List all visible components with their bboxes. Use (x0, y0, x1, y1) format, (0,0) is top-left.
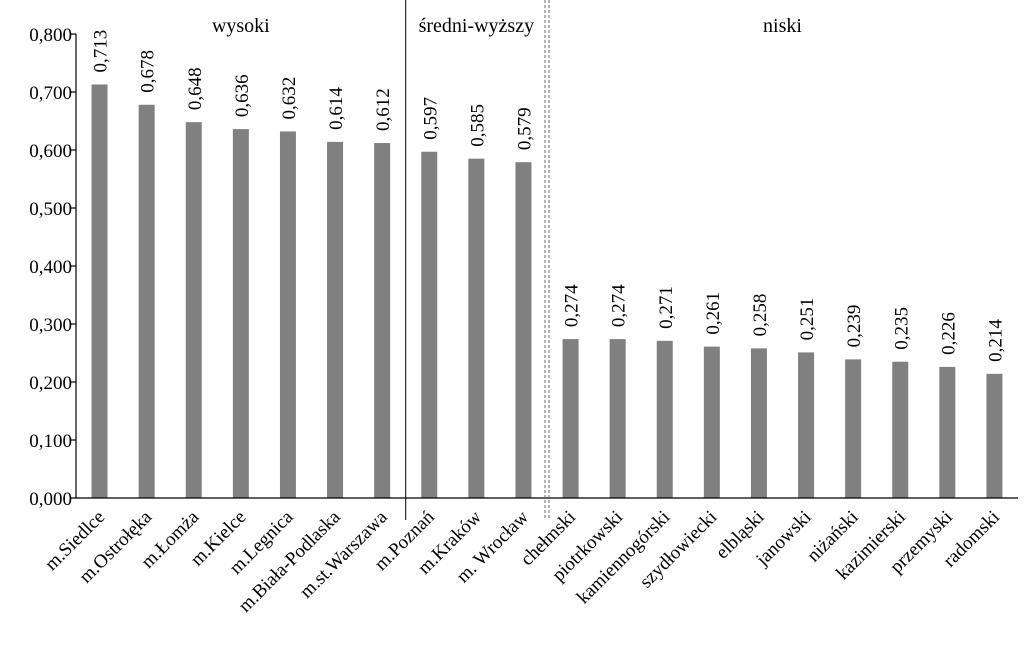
bar (374, 143, 391, 499)
value-label: 0,713 (91, 30, 112, 73)
bar (279, 131, 296, 498)
group-labels: wysoki średni-wyższy niski (212, 15, 802, 37)
bar (609, 339, 626, 498)
group-label: wysoki (212, 15, 270, 37)
value-label: 0,274 (562, 284, 583, 327)
value-label: 0,678 (138, 50, 159, 93)
value-label: 0,579 (514, 107, 535, 150)
value-label: 0,239 (844, 305, 865, 348)
y-tick-label: 0,500 (29, 199, 72, 220)
value-label: 0,648 (185, 67, 206, 110)
value-label: 0,612 (373, 88, 394, 131)
y-tick-label: 0,000 (29, 489, 72, 510)
bar (232, 129, 249, 498)
value-label: 0,261 (703, 292, 724, 335)
y-tick-label: 0,100 (29, 431, 72, 452)
group-label: średni-wyższy (419, 15, 535, 37)
bar (515, 162, 532, 498)
bar (703, 346, 720, 498)
value-label: 0,251 (797, 298, 818, 341)
bar (656, 340, 673, 498)
bar (185, 122, 202, 498)
value-label: 0,597 (420, 97, 441, 140)
y-tick-label: 0,200 (29, 373, 72, 394)
value-label: 0,235 (891, 307, 912, 350)
bar (421, 151, 438, 499)
y-tick-label: 0,400 (29, 257, 72, 278)
y-tick-label: 0,600 (29, 141, 72, 162)
value-label: 0,271 (656, 286, 677, 329)
bar (892, 361, 909, 498)
y-tick-label: 0,700 (29, 83, 72, 104)
bar (468, 158, 485, 498)
bar (986, 373, 1003, 498)
bar (327, 141, 344, 498)
bars (91, 84, 1003, 499)
value-label: 0,614 (326, 87, 347, 130)
x-axis: m.Siedlcem.Ostrołękam.Łomżam.Kielcem.Leg… (41, 497, 1018, 617)
group-label: niski (763, 15, 802, 37)
bar (91, 84, 108, 499)
y-axis: 0,000 0,100 0,200 0,300 0,400 0,500 0,600 0,700… (29, 25, 77, 510)
bar (138, 104, 155, 498)
value-label: 0,258 (750, 294, 771, 337)
value-labels: 0,713 0,678 0,648 0,636 0,632 0,614 0,612 0,597… (91, 30, 1007, 362)
value-label: 0,636 (232, 74, 253, 117)
bar (845, 359, 862, 498)
y-tick-label: 0,800 (29, 25, 72, 46)
bar (562, 339, 579, 498)
value-label: 0,226 (938, 312, 959, 355)
value-label: 0,214 (985, 319, 1006, 362)
y-tick-label: 0,300 (29, 315, 72, 336)
value-label: 0,632 (279, 77, 300, 120)
value-label: 0,274 (609, 284, 630, 327)
bar (798, 352, 815, 498)
value-label: 0,585 (467, 104, 488, 147)
bar (750, 348, 767, 498)
group-separators (405, 0, 550, 520)
bar (939, 366, 956, 498)
